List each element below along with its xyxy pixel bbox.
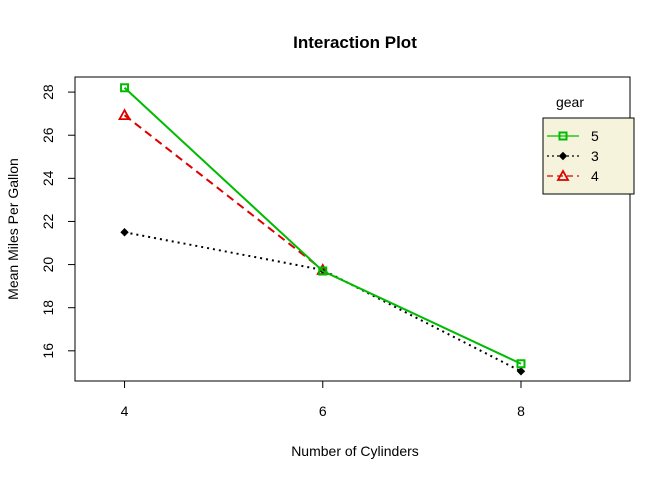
legend: gear 5 3 4 [542,94,635,195]
legend-label: 3 [591,148,599,164]
series-4 [118,108,330,275]
data-point [120,228,129,237]
series-line [124,231,522,373]
y-tick-label: 16 [40,343,56,359]
x-tick-label: 6 [319,403,327,419]
x-tick-label: 8 [517,403,525,419]
data-point [516,367,526,376]
y-tick-label: 18 [40,300,56,316]
series-line [123,114,324,271]
legend-marker [558,151,568,161]
x-tick-label: 4 [121,403,129,419]
y-tick-label: 20 [40,257,56,273]
legend-title: gear [556,94,584,110]
x-axis-title: Number of Cylinders [291,443,419,459]
y-tick-label: 22 [40,213,56,229]
y-tick-label: 24 [40,170,56,186]
legend-label: 4 [591,168,599,184]
series-5 [120,83,526,369]
y-axis-title: Mean Miles Per Gallon [5,158,21,300]
data-point [516,359,526,369]
data-point [318,266,328,276]
legend-marker [556,169,570,181]
legend-label: 5 [591,128,599,144]
data-point [120,83,130,93]
y-tick-label: 28 [40,84,56,100]
series-line [123,87,522,365]
legend-box [542,117,635,195]
chart-title: Interaction Plot [293,33,417,52]
series-3 [120,228,526,376]
data-point [118,108,132,121]
y-tick-label: 26 [40,127,56,143]
legend-marker [558,131,568,141]
